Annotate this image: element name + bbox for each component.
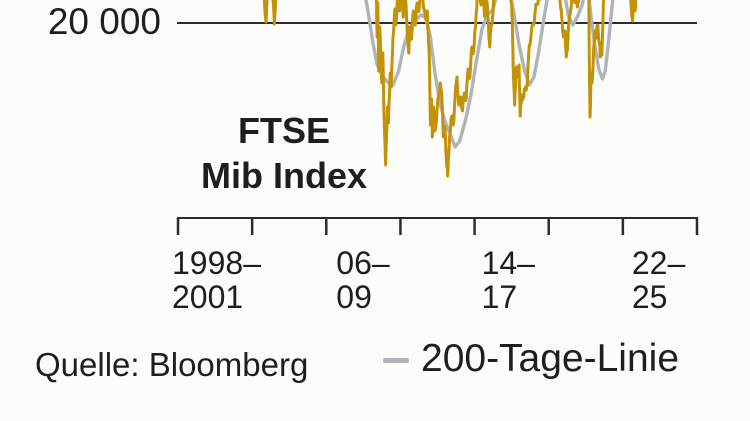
x-axis-tick-label-line2: 25: [631, 279, 668, 315]
chart-title-line1: FTSE: [237, 110, 330, 151]
legend-line-swatch: [383, 358, 409, 363]
x-axis-tick-label-line2: 2001: [172, 279, 244, 315]
x-axis-tick-label: 06– 09: [336, 246, 389, 314]
x-axis-tick-label-line2: 09: [336, 279, 372, 315]
x-axis-tick-label: 14– 17: [482, 246, 535, 314]
x-axis-tick-label: 22– 25: [632, 246, 685, 314]
x-axis-tick-label-line1: 1998–: [172, 245, 261, 281]
y-axis-gridline-label: 20 000: [47, 1, 161, 42]
legend-label: 200-Tage-Linie: [421, 337, 680, 380]
x-axis-tick-label-line2: 17: [481, 279, 518, 315]
x-axis-tick-label-line1: 22–: [631, 245, 686, 281]
source-note: Quelle: Bloomberg: [35, 346, 309, 383]
x-axis-tick-label: 1998– 2001: [172, 246, 261, 314]
chart-title-line2: Mib Index: [200, 155, 367, 196]
x-axis-tick-label-line1: 06–: [336, 245, 390, 281]
x-axis-tick-label-line1: 14–: [481, 245, 535, 281]
series-line-ftse-mib-index: [262, 0, 638, 178]
chart-title: FTSE Mib Index: [178, 108, 390, 198]
